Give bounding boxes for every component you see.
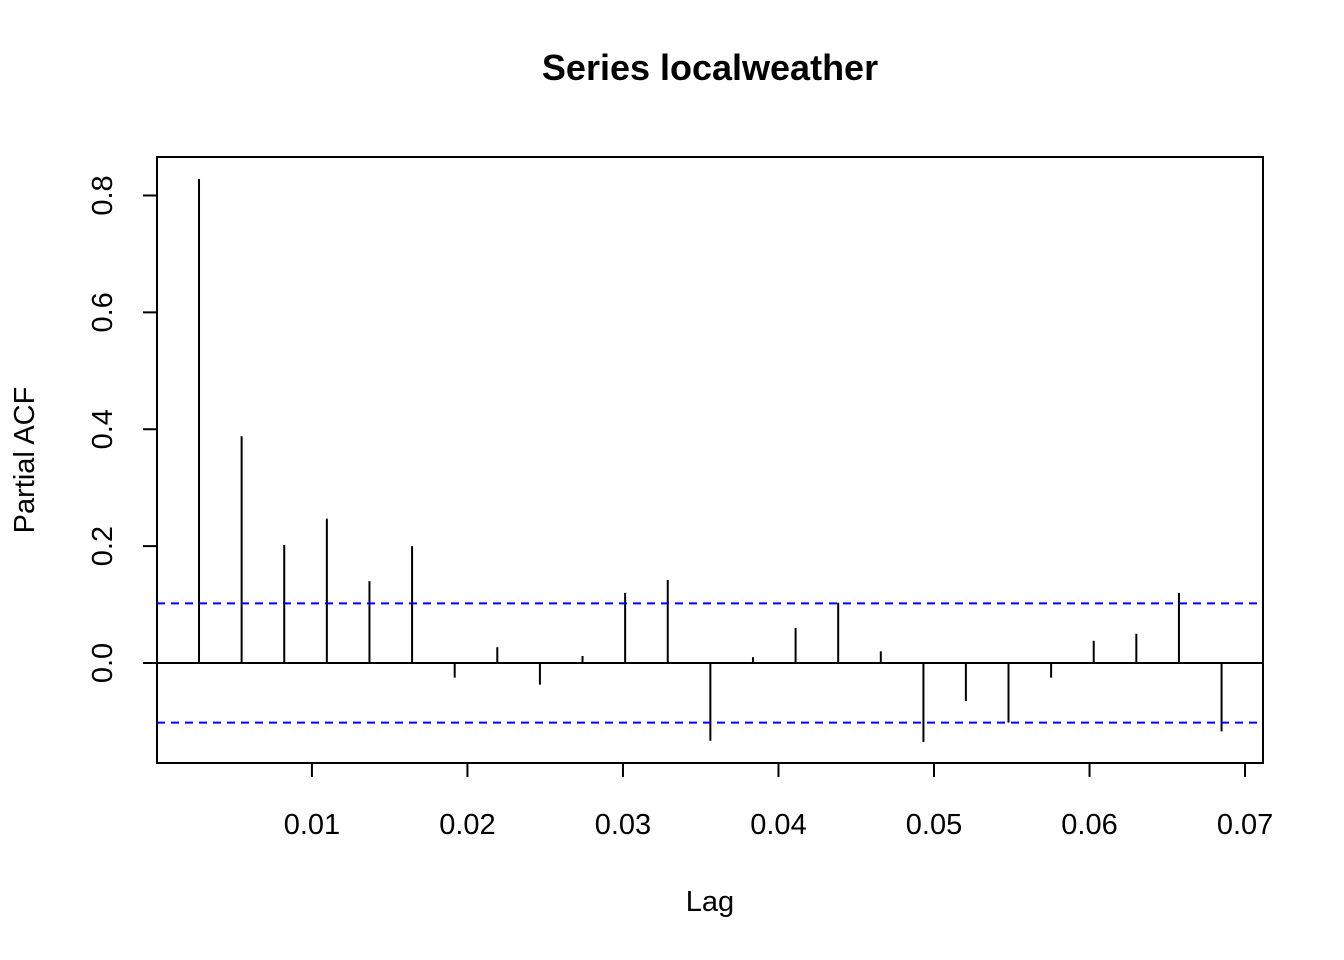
x-tick-label: 0.01 bbox=[284, 809, 340, 841]
y-tick-label: 0.8 bbox=[87, 175, 119, 215]
x-tick-label: 0.03 bbox=[595, 809, 651, 841]
x-axis-label: Lag bbox=[686, 886, 734, 918]
y-axis-label: Partial ACF bbox=[9, 387, 41, 534]
x-axis: 0.01 0.02 0.03 0.04 0.05 0.06 0.07 bbox=[284, 762, 1273, 841]
x-tick-label: 0.04 bbox=[750, 809, 806, 841]
y-tick-label: 0.2 bbox=[87, 526, 119, 566]
chart-title: Series localweather bbox=[542, 47, 878, 88]
y-axis: 0.0 0.2 0.4 0.6 0.8 bbox=[87, 175, 158, 683]
x-tick-label: 0.05 bbox=[906, 809, 962, 841]
y-tick-label: 0.0 bbox=[87, 643, 119, 683]
y-tick-label: 0.6 bbox=[87, 292, 119, 332]
y-tick-label: 0.4 bbox=[87, 409, 119, 449]
pacf-bars bbox=[198, 179, 1223, 742]
x-tick-label: 0.02 bbox=[439, 809, 495, 841]
x-tick-label: 0.07 bbox=[1217, 809, 1273, 841]
x-tick-label: 0.06 bbox=[1061, 809, 1117, 841]
